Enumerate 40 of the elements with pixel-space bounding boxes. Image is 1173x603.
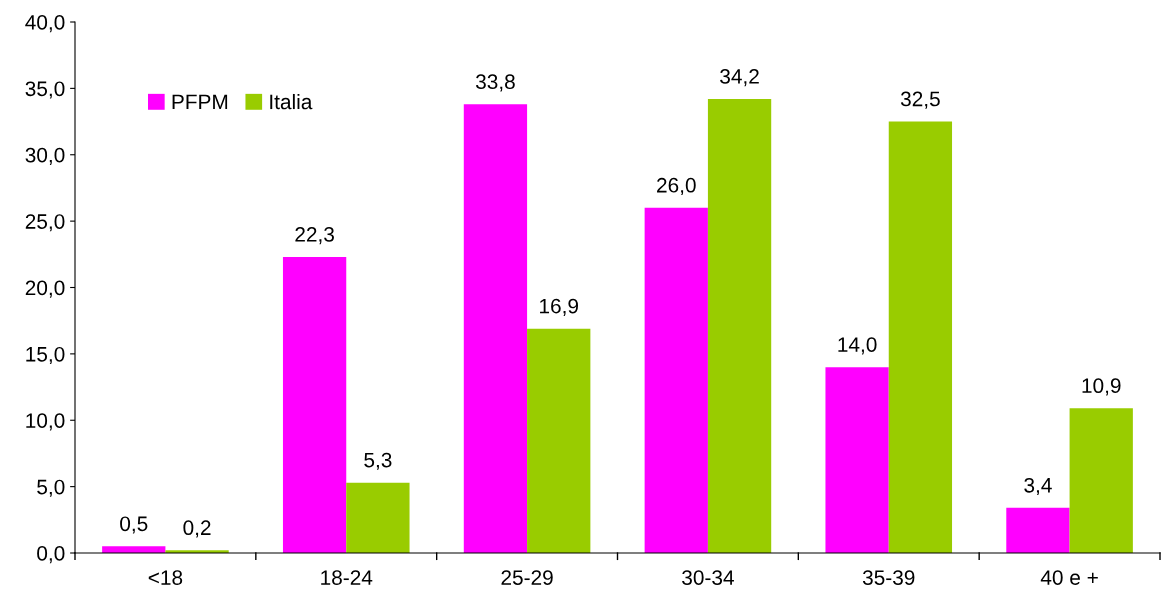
bar <box>346 482 410 553</box>
y-tick-label: 40,0 <box>25 15 65 33</box>
legend-label: PFPM <box>172 94 228 110</box>
data-label: 16,9 <box>540 298 579 316</box>
data-label: 0,5 <box>120 516 148 534</box>
data-label: 32,5 <box>900 91 940 109</box>
data-label: 10,9 <box>1082 378 1121 396</box>
bar <box>825 367 889 553</box>
bar <box>282 256 347 553</box>
y-tick-label: 30,0 <box>25 147 65 165</box>
bar <box>463 104 528 553</box>
bar <box>527 328 591 553</box>
bar <box>102 546 166 553</box>
y-tick-label: 20,0 <box>25 280 65 298</box>
y-tick-label: 35,0 <box>25 81 65 99</box>
y-tick-label: 0,0 <box>37 546 65 564</box>
data-label: 0,2 <box>183 520 211 538</box>
data-label: 3,4 <box>1024 477 1052 496</box>
data-label: 33,8 <box>475 74 515 92</box>
data-label: 5,3 <box>364 452 392 470</box>
x-tick-label: 18-24 <box>321 570 373 585</box>
x-tick-label: 25-29 <box>501 570 553 585</box>
y-tick-label: 10,0 <box>26 413 65 431</box>
data-label: 34,2 <box>720 69 759 87</box>
x-tick-label: 35-39 <box>862 570 915 585</box>
data-label: 14,0 <box>838 337 877 355</box>
bar <box>707 98 772 553</box>
bar <box>888 121 953 553</box>
y-tick-label: 15,0 <box>26 346 65 365</box>
legend-label: Italia <box>270 93 313 110</box>
x-tick-label: 40 e + <box>1040 570 1098 585</box>
x-tick-label: 30-34 <box>682 570 734 585</box>
bar <box>1006 507 1070 553</box>
data-label: 22,3 <box>295 226 334 245</box>
bar <box>1069 408 1133 553</box>
y-tick-label: 5,0 <box>37 479 65 497</box>
x-tick-label: <18 <box>148 570 183 585</box>
y-tick-label: 25,0 <box>25 214 65 232</box>
bar <box>644 207 708 553</box>
data-label: 26,0 <box>657 177 696 196</box>
